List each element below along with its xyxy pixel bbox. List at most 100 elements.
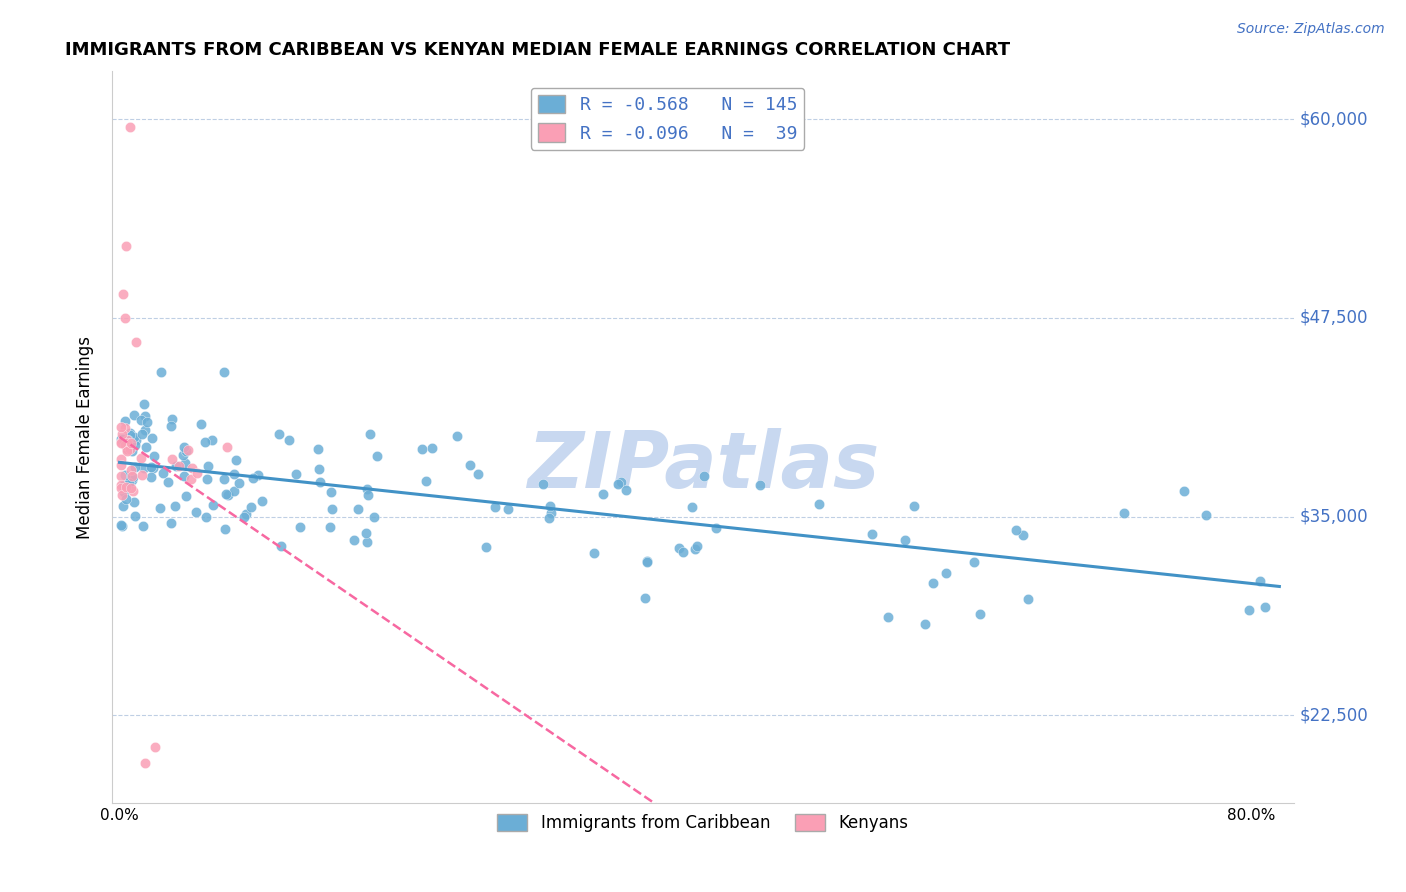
Point (225, 452, 247, 467)
Point (167, 458, 190, 473)
Point (117, 434, 139, 448)
Point (134, 423, 156, 437)
Point (681, 500, 703, 514)
Point (1253, 600, 1275, 615)
Point (538, 499, 561, 513)
Point (115, 480, 138, 494)
Point (1239, 603, 1261, 617)
Point (110, 426, 132, 441)
Y-axis label: Median Female Earnings: Median Female Earnings (76, 335, 94, 539)
Point (114, 467, 136, 482)
Point (195, 509, 218, 524)
Point (267, 426, 290, 441)
Point (356, 534, 378, 549)
Point (693, 468, 716, 483)
Point (321, 484, 343, 499)
Point (1005, 523, 1028, 537)
Point (115, 436, 138, 450)
Point (235, 507, 257, 521)
Point (132, 461, 155, 475)
Point (180, 472, 202, 486)
Point (120, 442, 142, 457)
Point (683, 541, 706, 556)
Point (411, 442, 433, 457)
Point (111, 499, 134, 513)
Point (120, 481, 142, 495)
Point (111, 488, 134, 502)
Point (125, 433, 148, 447)
Text: ZIPatlas: ZIPatlas (527, 428, 879, 504)
Point (284, 467, 307, 481)
Point (110, 452, 132, 467)
Point (118, 475, 141, 490)
Point (122, 430, 145, 444)
Point (1249, 574, 1271, 589)
Point (1012, 528, 1035, 542)
Point (242, 471, 264, 485)
Point (121, 469, 143, 483)
Point (121, 474, 143, 488)
Point (115, 492, 138, 507)
Point (159, 516, 181, 530)
Point (215, 487, 238, 501)
Point (860, 527, 883, 541)
Point (321, 502, 343, 516)
Point (186, 466, 208, 480)
Point (124, 334, 146, 349)
Point (131, 426, 153, 441)
Point (222, 467, 245, 482)
Point (180, 461, 202, 475)
Point (307, 442, 329, 456)
Text: $47,500: $47,500 (1299, 309, 1368, 326)
Point (110, 518, 132, 533)
Point (634, 591, 657, 605)
Point (134, 756, 156, 770)
Point (194, 435, 217, 450)
Point (110, 458, 132, 472)
Point (143, 740, 166, 755)
Point (540, 506, 562, 520)
Point (592, 486, 614, 500)
Point (963, 555, 986, 569)
Point (110, 434, 132, 449)
Point (214, 522, 236, 536)
Text: Source: ZipAtlas.com: Source: ZipAtlas.com (1237, 22, 1385, 37)
Point (224, 483, 246, 498)
Point (114, 239, 136, 253)
Point (270, 539, 292, 553)
Point (121, 468, 143, 483)
Point (173, 468, 195, 483)
Point (160, 412, 183, 426)
Point (484, 500, 506, 514)
Text: IMMIGRANTS FROM CARIBBEAN VS KENYAN MEDIAN FEMALE EARNINGS CORRELATION CHART: IMMIGRANTS FROM CARIBBEAN VS KENYAN MEDI… (65, 41, 1011, 59)
Point (132, 397, 155, 411)
Point (969, 607, 991, 621)
Point (139, 459, 162, 474)
Point (110, 420, 132, 434)
Point (160, 451, 183, 466)
Point (420, 442, 443, 456)
Point (467, 467, 489, 481)
Point (807, 497, 830, 511)
Point (672, 545, 695, 559)
Point (149, 366, 172, 380)
Point (531, 477, 554, 491)
Point (142, 461, 165, 475)
Point (201, 433, 224, 447)
Point (668, 541, 690, 556)
Point (359, 427, 381, 442)
Point (141, 431, 163, 445)
Point (112, 485, 135, 500)
Point (1017, 592, 1039, 607)
Point (110, 468, 132, 483)
Point (704, 521, 727, 535)
Point (131, 450, 153, 465)
Point (136, 415, 159, 429)
Point (308, 462, 330, 476)
Point (914, 616, 936, 631)
Point (228, 476, 250, 491)
Point (111, 519, 134, 533)
Point (356, 482, 378, 496)
Point (112, 478, 135, 492)
Text: $35,000: $35,000 (1299, 508, 1368, 525)
